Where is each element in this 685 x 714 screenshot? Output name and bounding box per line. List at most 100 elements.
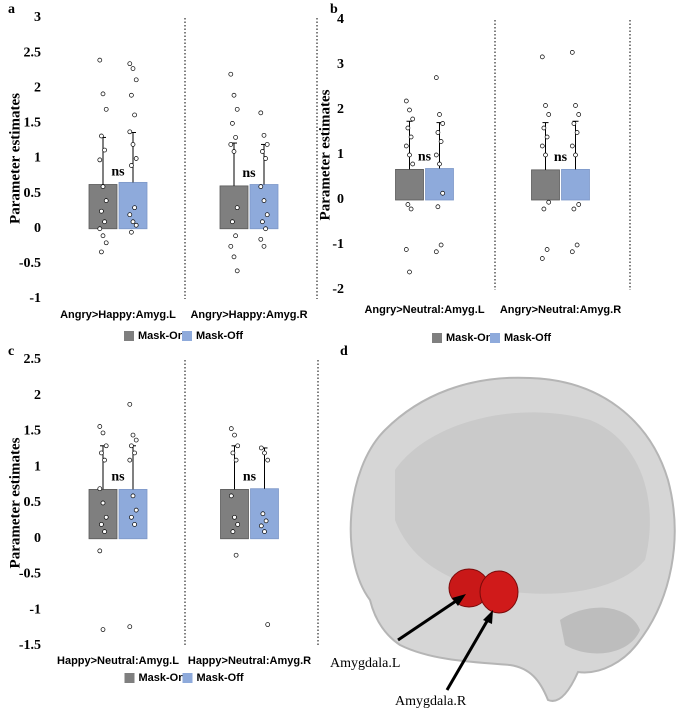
data-point: [258, 445, 264, 451]
y-tick-label: 2.5: [24, 352, 42, 367]
data-point: [539, 54, 545, 60]
data-point: [102, 219, 107, 225]
data-point: [433, 152, 439, 158]
arrow: [397, 595, 463, 642]
annotation: ns: [242, 166, 256, 181]
data-point: [133, 507, 139, 513]
data-point: [234, 106, 240, 112]
data-point: [228, 71, 234, 77]
data-point: [407, 107, 412, 113]
data-point: [573, 103, 578, 108]
legend-label: Mask-On: [138, 330, 185, 342]
data-point: [97, 548, 103, 554]
y-tick-label: -0.5: [19, 567, 41, 582]
data-point: [129, 514, 134, 520]
error-bar: [542, 122, 549, 170]
data-point: [574, 242, 580, 248]
data-point: [260, 149, 265, 154]
legend-label: Mask-Off: [197, 672, 244, 684]
data-point: [576, 202, 582, 207]
panel-label: b: [330, 2, 338, 17]
data-point: [103, 240, 109, 246]
data-point: [569, 143, 575, 149]
data-point: [127, 624, 133, 630]
data-point: [573, 152, 578, 158]
data-point: [403, 143, 409, 149]
y-tick-label: 1.5: [24, 116, 42, 131]
data-point: [127, 457, 133, 463]
data-point: [261, 132, 267, 138]
data-point: [260, 511, 266, 517]
data-point: [232, 432, 237, 438]
annotation: ns: [243, 470, 257, 485]
data-point: [440, 190, 446, 196]
y-tick-label: -1: [29, 602, 41, 617]
brain-panel: d Amygdala.L Amygdala.R: [330, 344, 676, 709]
data-point: [100, 627, 106, 632]
data-point: [129, 92, 134, 98]
data-point: [129, 229, 134, 235]
data-point: [228, 142, 234, 147]
y-tick-label: -1: [29, 291, 41, 306]
region-label: Amygdala.L: [330, 656, 400, 671]
data-point: [132, 112, 137, 118]
data-point: [569, 50, 575, 55]
legend-swatch: [182, 331, 192, 341]
data-point: [261, 198, 267, 203]
data-point: [233, 233, 238, 239]
data-point: [230, 121, 235, 126]
amygdala-right: [479, 570, 519, 614]
legend-swatch: [124, 331, 134, 341]
data-point: [133, 77, 139, 83]
data-point: [264, 142, 270, 147]
data-point: [97, 226, 103, 232]
y-tick-label: 1: [34, 151, 41, 166]
data-point: [258, 523, 264, 529]
data-point: [438, 139, 444, 144]
data-point: [576, 112, 582, 117]
data-point: [129, 163, 134, 168]
data-point: [544, 247, 550, 252]
data-point: [100, 184, 106, 189]
data-point: [230, 219, 235, 225]
data-point: [258, 110, 264, 116]
x-tick-label: Angry>Neutral:Amyg.R: [500, 304, 621, 316]
data-point: [437, 161, 442, 167]
data-point: [541, 125, 547, 131]
data-point: [405, 202, 411, 207]
y-tick-label: -1: [332, 237, 344, 252]
data-point: [234, 268, 240, 274]
data-point: [234, 205, 240, 211]
data-point: [233, 135, 238, 140]
data-point: [103, 514, 109, 520]
panel-label: c: [8, 344, 14, 359]
panel-label: d: [340, 344, 348, 359]
data-point: [544, 134, 550, 140]
bar: [395, 168, 424, 201]
data-point: [100, 430, 106, 436]
data-point: [407, 152, 412, 158]
y-tick-label: 2: [34, 388, 41, 403]
data-point: [231, 92, 237, 98]
legend-swatch: [432, 333, 442, 343]
data-point: [539, 143, 545, 149]
data-point: [97, 424, 103, 429]
data-point: [231, 149, 237, 154]
data-point: [99, 208, 104, 214]
data-point: [541, 206, 547, 212]
legend-swatch: [490, 333, 500, 343]
data-point: [132, 450, 137, 456]
data-point: [129, 443, 134, 449]
data-point: [263, 156, 268, 161]
y-axis-label: Parameter estimates: [7, 93, 23, 224]
data-point: [437, 112, 442, 117]
legend-swatch: [124, 673, 135, 683]
y-tick-label: -2: [332, 282, 344, 297]
y-tick-label: 2: [34, 80, 41, 95]
data-point: [130, 432, 136, 438]
y-tick-label: -1.5: [19, 638, 41, 653]
y-tick-label: 4: [337, 12, 344, 27]
arrowhead: [483, 610, 493, 624]
data-point: [100, 233, 106, 239]
data-point: [100, 91, 106, 97]
